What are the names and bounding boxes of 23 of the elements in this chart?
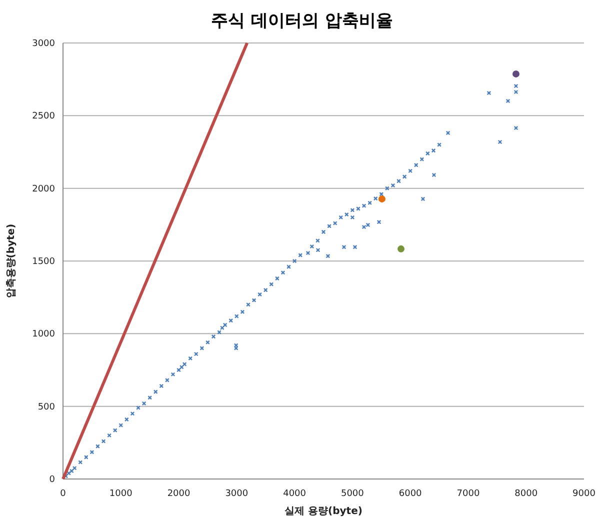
y-tick-label: 3000 xyxy=(32,39,56,49)
x-axis-title: 실제 용량(byte) xyxy=(284,506,362,517)
x-tick-label: 5000 xyxy=(340,489,364,499)
x-tick-label: 0 xyxy=(60,489,66,499)
y-tick-label: 2500 xyxy=(32,112,56,122)
chart-title: 주식 데이터의 압축비율 xyxy=(211,11,393,31)
point xyxy=(512,70,520,78)
point xyxy=(378,195,386,202)
x-tick-label: 7000 xyxy=(456,489,480,499)
y-axis-title: 압축용량(byte) xyxy=(6,224,17,298)
x-tick-label: 8000 xyxy=(514,489,538,499)
y-tick-label: 1000 xyxy=(32,330,56,340)
x-tick-label: 2000 xyxy=(167,489,191,499)
x-tick-label: 3000 xyxy=(225,489,248,499)
x-tick-label: 9000 xyxy=(572,489,596,499)
y-tick-label: 1500 xyxy=(32,257,56,267)
point xyxy=(398,245,405,252)
x-tick-label: 1000 xyxy=(109,489,133,499)
x-tick-label: 4000 xyxy=(283,489,306,499)
x-tick-label: 6000 xyxy=(398,489,422,499)
y-tick-label: 0 xyxy=(49,475,56,485)
y-tick-label: 500 xyxy=(38,402,56,412)
y-tick-label: 2000 xyxy=(32,184,56,194)
